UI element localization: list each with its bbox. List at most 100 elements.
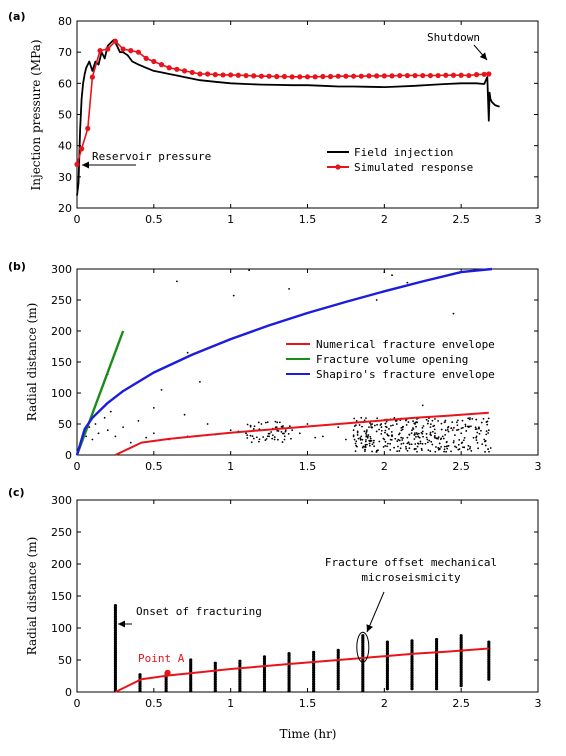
- microseismic-event: [361, 438, 364, 441]
- field-injection-line: [76, 38, 500, 196]
- microseismic-event: [213, 666, 217, 670]
- y-tick-label: 100: [51, 622, 72, 635]
- microseismic-event: [113, 644, 118, 648]
- x-tick-label: 1.5: [299, 213, 317, 226]
- microseismic-event: [365, 417, 367, 420]
- microseismic-event: [443, 421, 446, 423]
- annotation-shutdown: Shutdown: [427, 31, 480, 44]
- microseismic-event: [379, 424, 382, 426]
- microseismic-event: [375, 450, 378, 453]
- microseismic-event: [471, 417, 474, 420]
- simulated-response-point: [412, 72, 418, 79]
- microseismic-event: [113, 686, 118, 691]
- microseismic-event: [113, 606, 118, 610]
- microseismic-event: [284, 430, 287, 433]
- annotation-onset-of-fracturing: Onset of fracturing: [136, 605, 262, 618]
- microseismic-event: [113, 642, 118, 646]
- simulated-response-point: [420, 72, 426, 79]
- microseismic-event: [369, 435, 372, 438]
- microseismic-event: [274, 420, 277, 423]
- microseismic-event: [336, 666, 340, 671]
- microseismic-event: [384, 431, 386, 434]
- x-tick-label: 3: [535, 213, 542, 226]
- microseismic-event: [361, 653, 365, 658]
- microseismic-event: [408, 443, 411, 446]
- microseismic-event: [189, 660, 193, 664]
- microseismic-event: [410, 680, 414, 684]
- microseismic-event: [336, 687, 340, 691]
- microseismic-event: [270, 431, 273, 433]
- simulated-response-point: [128, 48, 134, 54]
- microseismic-event: [284, 429, 287, 432]
- microseismic-event: [444, 433, 447, 436]
- microseismic-event: [364, 432, 367, 435]
- microseismic-event: [164, 677, 168, 682]
- microseismic-event: [391, 274, 393, 277]
- microseismic-event: [113, 633, 118, 637]
- microseismic-event: [415, 425, 417, 428]
- microseismic-event: [385, 673, 390, 678]
- y-tick-label: 100: [51, 387, 72, 400]
- microseismic-event: [410, 687, 414, 691]
- microseismic-event: [249, 434, 252, 437]
- microseismic-event: [426, 422, 429, 425]
- microseismic-event: [469, 417, 471, 419]
- microseismic-event: [393, 416, 396, 419]
- microseismic-event: [459, 672, 463, 676]
- microseismic-event: [189, 682, 193, 686]
- microseismic-event: [369, 440, 372, 443]
- microseismic-event: [459, 645, 463, 649]
- microseismic-event: [336, 680, 340, 684]
- microseismic-event: [440, 437, 443, 440]
- microseismic-event: [280, 425, 283, 428]
- microseismic-event: [183, 413, 186, 416]
- microseismic-event: [262, 659, 267, 663]
- microseismic-event: [364, 443, 367, 446]
- microseismic-event: [352, 429, 355, 432]
- microseismic-event: [312, 652, 316, 657]
- microseismic-event: [400, 443, 403, 445]
- microseismic-event: [260, 423, 263, 425]
- microseismic-event: [97, 432, 100, 435]
- microseismic-event: [312, 686, 316, 691]
- microseismic-event: [336, 682, 340, 686]
- microseismic-event: [189, 664, 193, 669]
- microseismic-event: [337, 426, 340, 428]
- microseismic-event: [361, 640, 365, 644]
- microseismic-event: [392, 424, 394, 427]
- microseismic-event: [484, 444, 487, 447]
- microseismic-event: [370, 439, 373, 442]
- microseismic-event: [386, 433, 389, 436]
- microseismic-event: [113, 660, 118, 664]
- microseismic-event: [459, 663, 463, 667]
- microseismic-event: [363, 419, 366, 422]
- microseismic-event: [463, 436, 466, 439]
- microseismic-event: [413, 434, 416, 436]
- panel-a-chart: 0 0.5 1 1.5 2 2.5 3 20 30 40 50 60 70 80 Reservoir pre…: [58, 15, 542, 226]
- microseismic-event: [361, 636, 365, 640]
- y-tick-label: 70: [58, 46, 72, 59]
- microseismic-event: [434, 671, 439, 675]
- microseismic-event: [291, 429, 294, 432]
- microseismic-event: [464, 425, 467, 428]
- microseismic-event: [459, 674, 463, 679]
- simulated-response-point: [297, 74, 303, 80]
- microseismic-event: [434, 418, 436, 420]
- microseismic-event: [384, 422, 387, 425]
- microseismic-event: [312, 668, 316, 672]
- microseismic-event: [164, 689, 168, 693]
- microseismic-event: [475, 439, 478, 442]
- microseismic-event: [426, 438, 429, 441]
- simulated-response-point: [79, 146, 85, 152]
- microseismic-event: [459, 640, 463, 645]
- microseismic-event: [262, 677, 267, 682]
- microseismic-event: [419, 442, 422, 445]
- microseismic-event: [401, 439, 404, 441]
- microseismic-event: [113, 680, 118, 684]
- microseismic-event: [113, 662, 118, 666]
- simulated-response-point: [443, 72, 449, 78]
- microseismic-event: [481, 443, 484, 445]
- microseismic-event: [249, 424, 252, 427]
- microseismic-event: [397, 445, 399, 448]
